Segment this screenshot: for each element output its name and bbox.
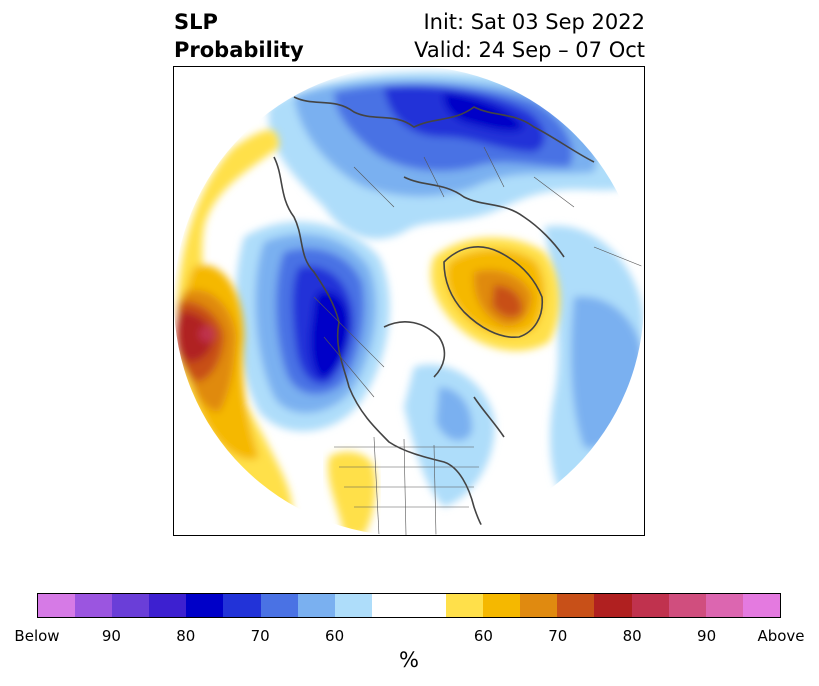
title-metric: Probability xyxy=(174,38,304,62)
colorbar-swatch xyxy=(38,594,76,617)
colorbar-tick-label: 70 xyxy=(250,627,270,645)
colorbar-swatch xyxy=(668,594,706,617)
colorbar-tick-label: 90 xyxy=(697,627,717,645)
colorbar-swatch xyxy=(446,594,484,617)
colorbar-swatch xyxy=(186,594,224,617)
colorbar-tick-label: 60 xyxy=(325,627,345,645)
colorbar-swatch xyxy=(334,594,372,617)
title-left: SLP Probability xyxy=(174,8,304,64)
colorbar-swatch xyxy=(631,594,669,617)
map-panel xyxy=(173,66,645,536)
colorbar-swatch xyxy=(223,594,261,617)
colorbar-tick-label: 80 xyxy=(622,627,642,645)
colorbar-swatch xyxy=(705,594,743,617)
colorbar-swatch xyxy=(371,594,447,617)
polar-map xyxy=(174,67,644,535)
colorbar-tick-label: 70 xyxy=(548,627,568,645)
colorbar-tick-label: Above xyxy=(757,627,805,645)
above-normal-greenland xyxy=(430,237,560,351)
title-variable: SLP xyxy=(174,10,218,34)
colorbar-tick-label: 60 xyxy=(473,627,493,645)
colorbar-swatch xyxy=(520,594,558,617)
admin-borders xyxy=(313,146,644,535)
coastlines xyxy=(273,96,595,535)
colorbar-unit: % xyxy=(399,648,419,672)
colorbar-tick-label: Below xyxy=(14,627,60,645)
below-normal-atlantic xyxy=(404,225,644,507)
colorbar-swatch xyxy=(149,594,187,617)
colorbar-swatch xyxy=(594,594,632,617)
colorbar-swatch xyxy=(297,594,335,617)
colorbar-swatch xyxy=(742,594,780,617)
colorbar-tick-label: 90 xyxy=(101,627,121,645)
colorbar-swatch xyxy=(260,594,298,617)
above-normal-us-southwest xyxy=(327,451,376,535)
colorbar xyxy=(37,593,781,618)
init-date: Init: Sat 03 Sep 2022 xyxy=(423,10,645,34)
colorbar-tick-label: 80 xyxy=(176,627,196,645)
colorbar-swatch xyxy=(483,594,521,617)
valid-range: Valid: 24 Sep – 07 Oct xyxy=(414,38,645,62)
below-normal-north-america xyxy=(235,221,390,432)
colorbar-swatch xyxy=(557,594,595,617)
colorbar-swatch xyxy=(75,594,113,617)
colorbar-swatch xyxy=(112,594,150,617)
title-right: Init: Sat 03 Sep 2022 Valid: 24 Sep – 07… xyxy=(414,8,645,64)
